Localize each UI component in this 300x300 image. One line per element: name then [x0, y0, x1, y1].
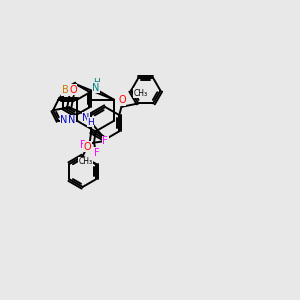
Text: O: O: [118, 95, 126, 105]
Text: Br: Br: [62, 85, 73, 95]
Text: O: O: [84, 142, 92, 152]
Text: F: F: [102, 136, 108, 146]
Text: CH₃: CH₃: [134, 88, 148, 98]
Text: CH₃: CH₃: [79, 158, 93, 166]
Text: N: N: [68, 115, 76, 125]
Text: F: F: [80, 140, 86, 150]
Text: O: O: [69, 85, 76, 94]
Text: F: F: [94, 148, 99, 158]
Text: H: H: [93, 78, 100, 87]
Text: H: H: [87, 118, 94, 127]
Text: N: N: [60, 115, 68, 125]
Text: N: N: [82, 113, 90, 123]
Text: N: N: [92, 82, 100, 93]
